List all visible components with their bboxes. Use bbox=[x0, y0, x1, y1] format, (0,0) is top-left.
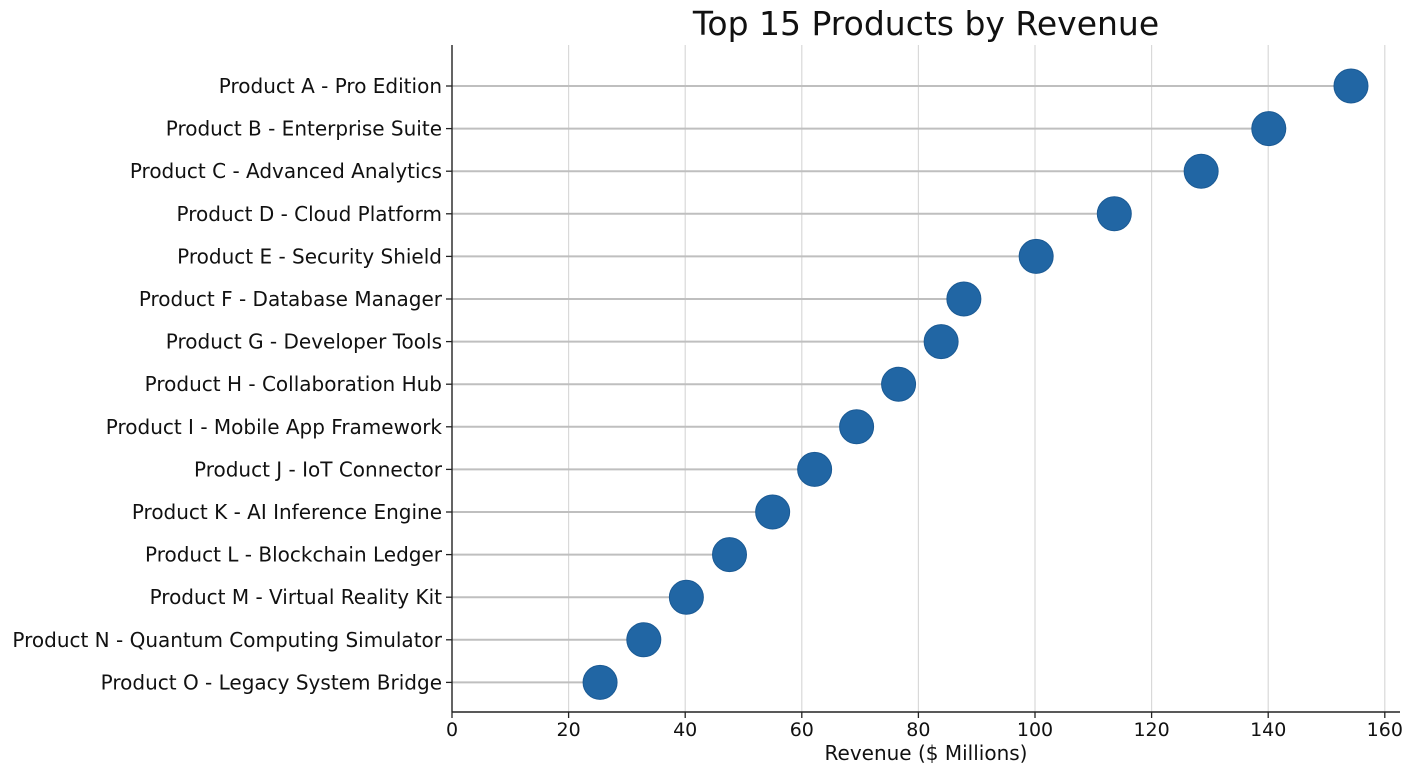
x-tick-label-120: 120 bbox=[1133, 719, 1169, 741]
category-label: Product J - IoT Connector bbox=[194, 457, 443, 481]
category-label: Product I - Mobile App Framework bbox=[106, 415, 443, 439]
category-label: Product D - Cloud Platform bbox=[177, 202, 442, 226]
x-tick-label-80: 80 bbox=[906, 719, 930, 741]
category-label: Product L - Blockchain Ledger bbox=[145, 543, 443, 567]
grid-lines bbox=[567, 45, 1386, 712]
x-tick-label-20: 20 bbox=[557, 719, 581, 741]
data-point bbox=[668, 579, 704, 615]
x-tick-label-60: 60 bbox=[790, 719, 814, 741]
data-point bbox=[712, 537, 748, 573]
data-point bbox=[626, 622, 662, 658]
data-point bbox=[839, 409, 875, 445]
data-point bbox=[1251, 111, 1287, 147]
data-points bbox=[582, 68, 1369, 700]
x-tick-label-100: 100 bbox=[1017, 719, 1053, 741]
category-label: Product H - Collaboration Hub bbox=[145, 372, 442, 396]
data-point bbox=[755, 494, 791, 530]
category-label: Product G - Developer Tools bbox=[166, 330, 442, 354]
category-label: Product F - Database Manager bbox=[139, 287, 443, 311]
category-label: Product E - Security Shield bbox=[177, 244, 442, 268]
category-label: Product A - Pro Edition bbox=[219, 74, 442, 98]
data-point bbox=[797, 451, 833, 487]
data-point bbox=[881, 366, 917, 402]
data-point bbox=[1018, 238, 1054, 274]
x-tick-label-40: 40 bbox=[673, 719, 697, 741]
category-label: Product C - Advanced Analytics bbox=[130, 159, 442, 183]
data-point bbox=[582, 664, 618, 700]
x-tick-label-160: 160 bbox=[1367, 719, 1403, 741]
category-label: Product N - Quantum Computing Simulator bbox=[12, 628, 442, 652]
category-label: Product O - Legacy System Bridge bbox=[101, 670, 442, 694]
category-label: Product K - AI Inference Engine bbox=[132, 500, 442, 524]
stems bbox=[452, 85, 1351, 684]
chart-title: Top 15 Products by Revenue bbox=[692, 4, 1159, 43]
x-tick-label-0: 0 bbox=[446, 719, 458, 741]
category-labels: Product A - Pro Edition Product B - Enter… bbox=[12, 74, 442, 694]
data-point bbox=[1183, 153, 1219, 189]
x-tick-label-140: 140 bbox=[1250, 719, 1286, 741]
category-label: Product B - Enterprise Suite bbox=[166, 117, 442, 141]
data-point bbox=[923, 324, 959, 360]
data-point bbox=[1333, 68, 1369, 104]
data-point bbox=[1096, 196, 1132, 232]
data-point bbox=[946, 281, 982, 317]
x-axis-label: Revenue ($ Millions) bbox=[825, 741, 1028, 765]
x-tick-labels: 0 20 40 60 80 100 120 140 160 bbox=[446, 719, 1403, 741]
category-label: Product M - Virtual Reality Kit bbox=[150, 585, 443, 609]
axes bbox=[446, 45, 1400, 718]
